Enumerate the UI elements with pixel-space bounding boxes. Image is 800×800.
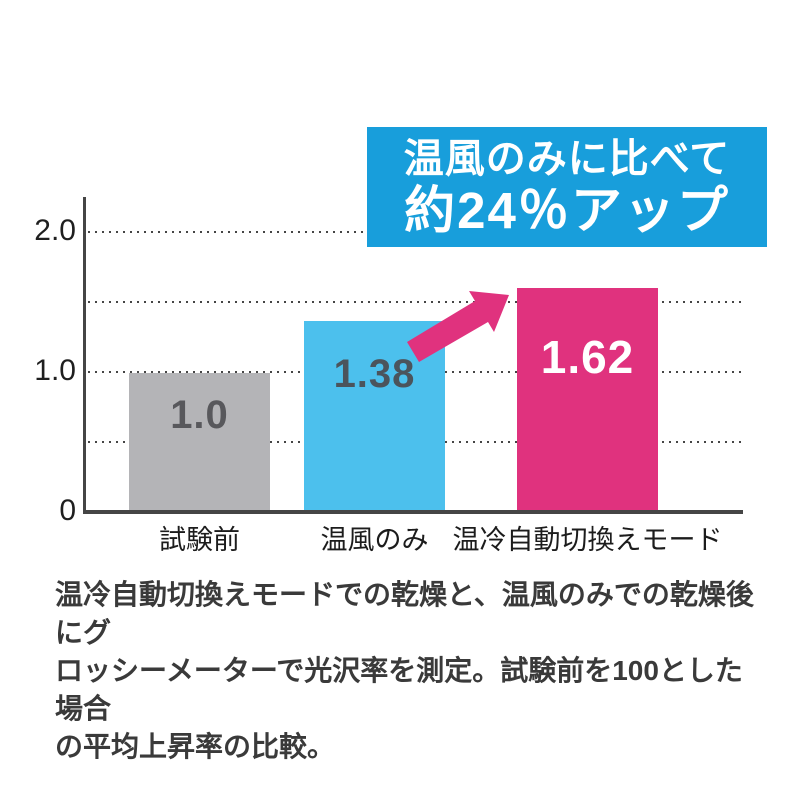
x-category-label-2: 温風のみ [320, 525, 429, 555]
bar-value-label-1: 1.0 [170, 393, 229, 437]
x-category-label-3: 温冷自動切換えモード [452, 525, 723, 555]
callout-text-line2: 約24％アップ [404, 181, 730, 239]
callout-badge: 温風のみに比べて 約24％アップ [367, 127, 767, 247]
chart-bar-3: 1.62 [517, 288, 658, 510]
callout-text-line1: 温風のみに比べて [403, 136, 731, 181]
y-tick-label-1.0: 1.0 [34, 354, 76, 387]
gridline-1.5 [88, 301, 742, 303]
y-axis-line [83, 197, 86, 514]
bar-value-label-2: 1.38 [333, 352, 416, 396]
chart-bar-1: 1.0 [129, 373, 270, 510]
up-right-arrow-icon [407, 291, 509, 362]
caption: 温冷自動切換えモードでの乾燥と、温風のみでの乾燥後にグ ロッシーメーターで光沢率… [55, 576, 765, 766]
x-category-label-1: 試験前 [159, 525, 240, 555]
caption-line-2: ロッシーメーターで光沢率を測定。試験前を100とした場合 [55, 655, 743, 724]
caption-line-1: 温冷自動切換えモードでの乾燥と、温風のみでの乾燥後にグ [55, 579, 754, 648]
bar-value-label-3: 1.62 [540, 331, 635, 383]
x-axis-line [83, 510, 743, 514]
caption-line-3: の平均上昇率の比較。 [55, 731, 336, 762]
y-tick-label-0: 0 [59, 494, 76, 527]
y-tick-label-2.0: 2.0 [34, 214, 76, 247]
